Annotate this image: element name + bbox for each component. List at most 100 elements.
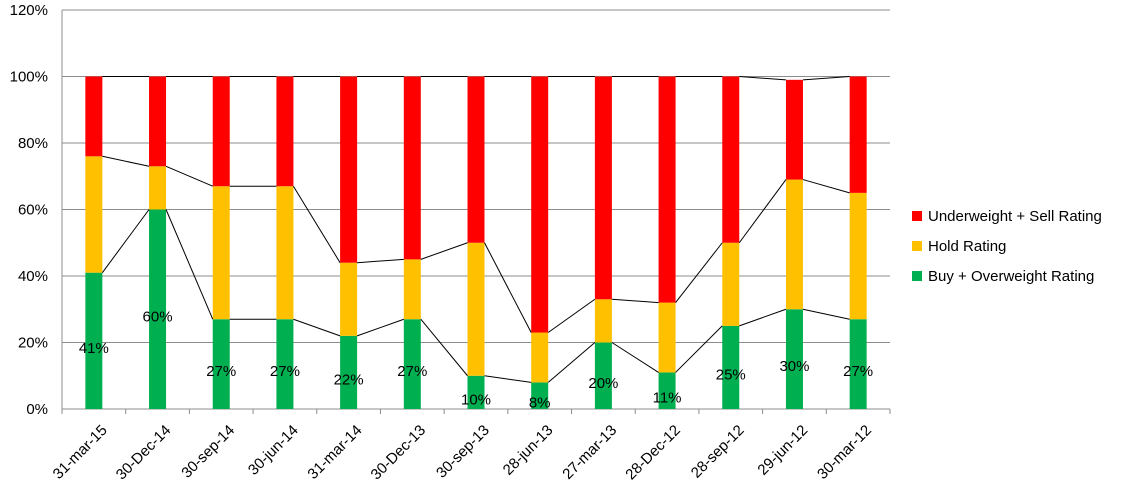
- bar-underweight-sell-rating: [85, 76, 103, 157]
- series-line: [292, 185, 341, 263]
- x-tick-label: 30-sep-14: [178, 422, 238, 482]
- legend-label-buy-overweight: Buy + Overweight Rating: [928, 267, 1095, 285]
- bar-buy-overweight-rating: [276, 319, 294, 409]
- bar-buy-overweight-rating: [85, 272, 103, 409]
- legend-swatch-hold: [912, 241, 922, 251]
- data-label: 60%: [143, 308, 173, 325]
- data-label: 30%: [779, 358, 809, 375]
- data-label: 22%: [334, 371, 364, 388]
- x-tick-label: 30-Dec-13: [368, 422, 430, 484]
- series-line: [293, 318, 341, 337]
- series-line: [484, 242, 532, 333]
- series-line: [802, 76, 850, 81]
- y-tick-label: 40%: [18, 268, 48, 285]
- data-label: 8%: [529, 395, 551, 412]
- series-line: [738, 179, 787, 244]
- bar-hold-rating: [849, 192, 867, 320]
- y-tick-label: 0%: [26, 401, 48, 418]
- data-label: 11%: [653, 390, 682, 407]
- bar-underweight-sell-rating: [340, 76, 358, 263]
- series-line: [675, 242, 723, 303]
- x-tick-label: 27-mar-13: [559, 422, 620, 483]
- series-line: [484, 375, 532, 383]
- x-tick-label: 28-jun-13: [500, 422, 557, 479]
- series-line: [802, 179, 850, 194]
- data-label: 27%: [270, 363, 300, 380]
- bar-underweight-sell-rating: [722, 76, 740, 243]
- series-line: [165, 209, 214, 320]
- bar-buy-overweight-rating: [785, 309, 803, 409]
- bar-underweight-sell-rating: [658, 76, 676, 303]
- bar-hold-rating: [531, 332, 549, 383]
- bar-buy-overweight-rating: [403, 319, 421, 409]
- bar-hold-rating: [785, 179, 803, 310]
- bar-buy-overweight-rating: [594, 342, 612, 409]
- y-tick-label: 60%: [18, 202, 48, 219]
- series-line: [357, 258, 404, 264]
- legend-label-underweight-sell: Underweight + Sell Rating: [928, 207, 1102, 225]
- x-tick-label: 31-mar-14: [304, 422, 365, 483]
- series-line: [101, 209, 150, 273]
- bar-hold-rating: [149, 166, 167, 210]
- legend-item-underweight-sell: Underweight + Sell Rating: [912, 206, 1102, 226]
- series-line: [611, 298, 659, 304]
- series-line: [739, 76, 786, 81]
- bar-underweight-sell-rating: [531, 76, 549, 333]
- bar-buy-overweight-rating: [849, 319, 867, 409]
- bar-buy-overweight-rating: [340, 335, 358, 409]
- series-line: [547, 298, 596, 333]
- legend: Underweight + Sell Rating Hold Rating Bu…: [912, 206, 1102, 296]
- bar-hold-rating: [594, 299, 612, 343]
- legend-item-buy-overweight: Buy + Overweight Rating: [912, 266, 1102, 286]
- y-tick-label: 80%: [18, 135, 48, 152]
- y-tick-label: 120%: [10, 2, 48, 19]
- bar-buy-overweight-rating: [149, 209, 167, 409]
- bar-buy-overweight-rating: [212, 319, 230, 409]
- data-label: 27%: [843, 363, 873, 380]
- series-line: [802, 308, 850, 320]
- series-line: [675, 325, 723, 373]
- bar-underweight-sell-rating: [403, 76, 421, 260]
- y-tick-label: 100%: [10, 69, 48, 86]
- x-tick-label: 28-sep-12: [688, 422, 748, 482]
- x-tick-label: 30-Dec-14: [113, 422, 175, 484]
- bar-underweight-sell-rating: [212, 76, 230, 187]
- series-line: [165, 165, 213, 187]
- legend-item-hold: Hold Rating: [912, 236, 1102, 256]
- bar-hold-rating: [467, 242, 485, 376]
- bar-buy-overweight-rating: [467, 375, 485, 409]
- series-line: [547, 342, 596, 383]
- legend-swatch-buy-overweight: [912, 271, 922, 281]
- bar-underweight-sell-rating: [849, 76, 867, 193]
- bar-underweight-sell-rating: [276, 76, 294, 187]
- x-tick-label: 30-sep-13: [433, 422, 493, 482]
- series-line: [611, 342, 659, 373]
- bar-underweight-sell-rating: [785, 79, 803, 180]
- series-line: [420, 318, 468, 377]
- bar-underweight-sell-rating: [467, 76, 485, 243]
- x-tick-label: 28-Dec-12: [622, 422, 684, 484]
- bar-hold-rating: [403, 259, 421, 320]
- data-label: 10%: [461, 391, 491, 408]
- bar-buy-overweight-rating: [658, 372, 676, 409]
- x-tick-label: 31-mar-15: [50, 422, 111, 483]
- series-line: [739, 308, 787, 327]
- legend-label-hold: Hold Rating: [928, 237, 1007, 255]
- bar-hold-rating: [658, 302, 676, 373]
- series-line: [356, 318, 404, 337]
- bar-underweight-sell-rating: [149, 76, 167, 167]
- y-tick-label: 20%: [18, 335, 48, 352]
- data-label: 27%: [206, 363, 236, 380]
- bar-hold-rating: [722, 242, 740, 326]
- bar-underweight-sell-rating: [594, 76, 612, 300]
- bar-hold-rating: [340, 262, 358, 336]
- data-label: 25%: [716, 366, 746, 383]
- bar-buy-overweight-rating: [531, 382, 549, 409]
- series-line: [102, 155, 150, 167]
- x-tick-label: 30-mar-12: [814, 422, 875, 483]
- bar-hold-rating: [212, 186, 230, 320]
- x-tick-label: 29-jun-12: [754, 422, 811, 479]
- data-label: 27%: [397, 363, 427, 380]
- bar-buy-overweight-rating: [722, 325, 740, 409]
